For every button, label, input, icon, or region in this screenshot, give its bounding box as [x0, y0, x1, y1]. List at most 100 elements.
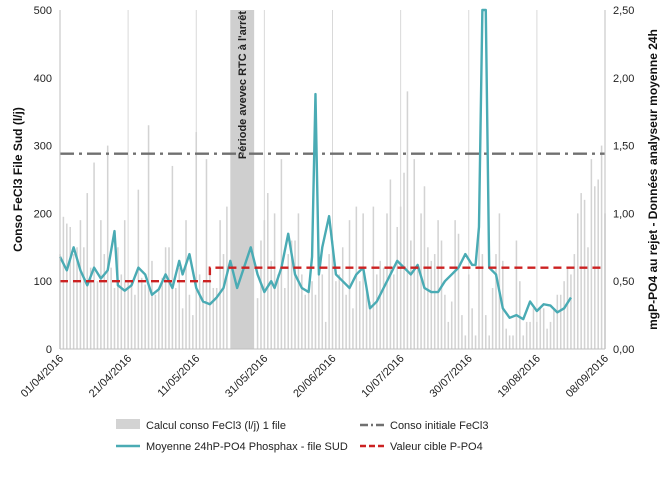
- legend-label: Calcul conso FeCl3 (l/j) 1 file: [146, 420, 286, 432]
- bar-conso-fecl3: [556, 294, 559, 349]
- bar-conso-fecl3: [134, 294, 136, 349]
- bar-conso-fecl3: [474, 335, 477, 349]
- bar-conso-fecl3: [307, 287, 310, 349]
- bar-conso-fecl3: [123, 220, 126, 349]
- bar-conso-fecl3: [280, 159, 283, 349]
- bar-conso-fecl3: [457, 233, 460, 349]
- bar-conso-fecl3: [515, 240, 518, 349]
- bar-conso-fecl3: [106, 145, 109, 349]
- bar-conso-fecl3: [222, 254, 225, 349]
- bar-conso-fecl3: [433, 254, 436, 349]
- bar-conso-fecl3: [352, 308, 354, 349]
- bar-conso-fecl3: [263, 220, 266, 349]
- bar-conso-fecl3: [290, 240, 293, 349]
- bar-conso-fecl3: [522, 335, 525, 349]
- bar-conso-fecl3: [440, 240, 443, 349]
- bar-conso-fecl3: [389, 179, 392, 349]
- right-tick-label: 1,00: [613, 208, 634, 220]
- bar-conso-fecl3: [519, 281, 521, 349]
- bar-conso-fecl3: [416, 267, 419, 349]
- bar-conso-fecl3: [256, 298, 259, 349]
- bar-conso-fecl3: [508, 335, 511, 349]
- left-axis-title: Conso FeCl3 File Sud (l/j): [11, 107, 25, 252]
- bar-conso-fecl3: [103, 254, 106, 349]
- bar-conso-fecl3: [284, 287, 286, 349]
- valeur-cible-line: [60, 266, 605, 283]
- bar-conso-fecl3: [212, 287, 215, 349]
- bar-conso-fecl3: [430, 260, 433, 349]
- line-series: [58, 8, 605, 321]
- left-tick-label: 200: [34, 208, 52, 220]
- bar-conso-fecl3: [583, 199, 586, 349]
- legend-label: Valeur cible P-PO4: [390, 441, 483, 453]
- bar-conso-fecl3: [338, 274, 341, 349]
- bar-conso-fecl3: [362, 213, 364, 349]
- bar-conso-fecl3: [198, 274, 201, 349]
- left-tick-label: 0: [46, 344, 52, 356]
- bar-conso-fecl3: [185, 220, 187, 349]
- bar-conso-fecl3: [147, 125, 150, 349]
- right-tick-label: 0,00: [613, 344, 634, 356]
- bar-conso-fecl3: [597, 179, 599, 349]
- bar-conso-fecl3: [410, 240, 412, 349]
- bar-conso-fecl3: [140, 277, 143, 349]
- legend-label: Moyenne 24hP-PO4 Phosphax - file SUD: [146, 441, 348, 453]
- bar-conso-fecl3: [171, 165, 174, 349]
- bar-conso-fecl3: [590, 159, 593, 349]
- bar-conso-fecl3: [151, 260, 153, 349]
- annotation-label: Période avevec RTC à l'arrêt: [237, 11, 249, 159]
- bar-conso-fecl3: [93, 162, 95, 349]
- bar-conso-fecl3: [168, 247, 170, 349]
- bar-conso-fecl3: [175, 287, 177, 349]
- bar-conso-fecl3: [219, 220, 221, 349]
- bar-conso-fecl3: [301, 274, 303, 349]
- bar-conso-fecl3: [304, 294, 307, 349]
- bar-conso-fecl3: [318, 254, 320, 349]
- bar-conso-fecl3: [205, 159, 208, 349]
- bar-conso-fecl3: [76, 247, 78, 349]
- left-tick-label: 500: [34, 5, 52, 17]
- bar-conso-fecl3: [447, 321, 450, 349]
- bar-conso-fecl3: [188, 294, 191, 349]
- bar-conso-fecl3: [461, 315, 463, 349]
- bar-conso-fecl3: [355, 206, 358, 349]
- bar-conso-fecl3: [202, 281, 204, 349]
- bar-conso-fecl3: [399, 206, 402, 349]
- bar-conso-fecl3: [427, 247, 429, 349]
- bar-conso-fecl3: [96, 281, 99, 349]
- right-tick-label: 2,00: [613, 73, 634, 85]
- bar-conso-fecl3: [376, 274, 378, 349]
- bar-conso-fecl3: [161, 277, 163, 349]
- bar-conso-fecl3: [403, 172, 405, 349]
- bar-conso-fecl3: [481, 254, 484, 349]
- phosphax-line: [58, 8, 572, 321]
- bar-conso-fecl3: [341, 247, 344, 349]
- x-tick-label: 30/07/2016: [427, 353, 474, 400]
- bar-conso-fecl3: [379, 260, 381, 349]
- bar-conso-fecl3: [345, 294, 347, 349]
- bar-conso-fecl3: [192, 315, 194, 349]
- x-tick-label: 01/04/2016: [19, 353, 66, 400]
- left-tick-label: 400: [34, 73, 52, 85]
- right-tick-label: 2,50: [613, 5, 634, 17]
- bar-conso-fecl3: [498, 213, 501, 349]
- bar-conso-fecl3: [331, 240, 334, 349]
- bar-conso-fecl3: [525, 321, 528, 349]
- bar-conso-fecl3: [485, 315, 487, 349]
- bar-conso-fecl3: [553, 308, 555, 349]
- x-tick-label: 31/05/2016: [223, 353, 270, 400]
- bar-conso-fecl3: [267, 193, 269, 349]
- bar-conso-fecl3: [505, 328, 507, 349]
- bar-conso-fecl3: [314, 294, 317, 349]
- bar-conso-fecl3: [335, 281, 337, 349]
- bar-conso-fecl3: [178, 267, 180, 349]
- bar-conso-fecl3: [495, 254, 497, 349]
- bar-conso-fecl3: [467, 274, 470, 349]
- bar-conso-fecl3: [66, 223, 68, 349]
- arret-band: [230, 10, 255, 349]
- bar-conso-fecl3: [277, 274, 279, 349]
- bar-conso-fecl3: [488, 335, 490, 349]
- bar-conso-fecl3: [79, 220, 82, 349]
